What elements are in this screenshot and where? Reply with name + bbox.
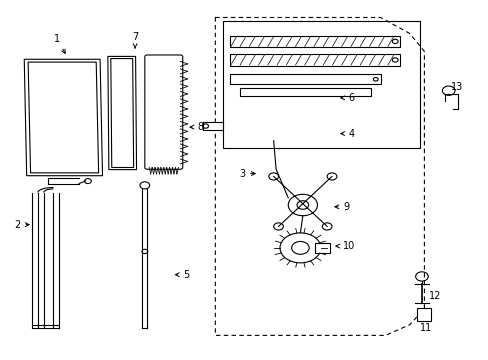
Text: 2: 2: [14, 220, 29, 230]
Text: 6: 6: [340, 93, 354, 103]
FancyBboxPatch shape: [229, 74, 380, 84]
Text: 8: 8: [190, 122, 203, 132]
FancyBboxPatch shape: [203, 122, 222, 130]
FancyBboxPatch shape: [144, 55, 183, 169]
FancyBboxPatch shape: [416, 307, 430, 321]
Text: 1: 1: [54, 34, 65, 53]
FancyBboxPatch shape: [314, 243, 329, 253]
Text: 10: 10: [335, 241, 354, 251]
FancyBboxPatch shape: [229, 54, 399, 66]
Text: 4: 4: [340, 129, 354, 139]
Text: 11: 11: [419, 323, 431, 333]
Text: 13: 13: [450, 82, 463, 92]
Text: 3: 3: [239, 168, 255, 179]
Text: 9: 9: [334, 202, 349, 212]
FancyBboxPatch shape: [239, 88, 370, 96]
Text: 7: 7: [132, 32, 138, 48]
FancyBboxPatch shape: [229, 36, 399, 47]
FancyBboxPatch shape: [149, 60, 179, 148]
Text: 5: 5: [175, 270, 189, 280]
Text: 12: 12: [428, 291, 441, 301]
